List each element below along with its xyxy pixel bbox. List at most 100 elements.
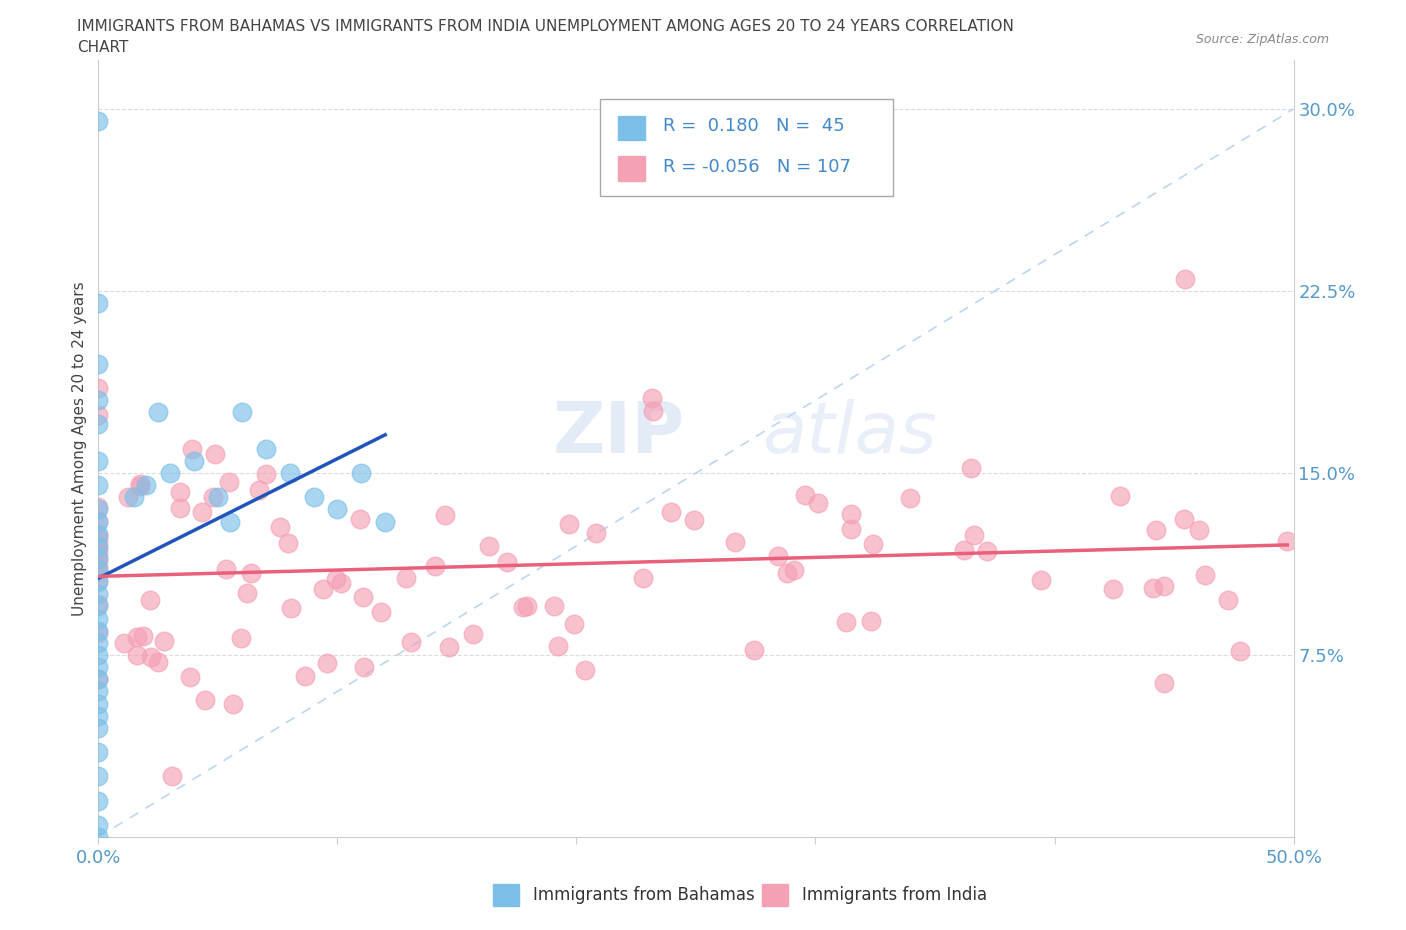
Point [87,540,110,555]
Point [127,647,149,662]
Point [496,554,519,569]
Point [202,489,225,504]
Point [87,478,110,493]
Point [1277,533,1299,548]
Point [1031,572,1053,587]
Bar [619,156,644,180]
Point [1194,567,1216,582]
Point [425,558,447,573]
Point [135,478,157,493]
Point [87,721,110,736]
Point [254,442,277,457]
Point [112,635,135,650]
Bar [762,884,787,906]
Point [543,598,565,613]
Point [793,487,815,502]
Point [87,817,110,832]
Point [512,599,534,614]
Point [169,485,191,500]
Text: ZIP: ZIP [553,399,685,468]
Point [294,668,316,683]
Point [277,536,299,551]
Point [1173,512,1195,526]
Point [316,656,339,671]
Point [191,504,214,519]
Point [280,601,302,616]
Point [87,454,110,469]
Text: IMMIGRANTS FROM BAHAMAS VS IMMIGRANTS FROM INDIA UNEMPLOYMENT AMONG AGES 20 TO 2: IMMIGRANTS FROM BAHAMAS VS IMMIGRANTS FR… [77,19,1014,33]
Bar [619,115,644,140]
Point [585,526,607,541]
Point [87,659,110,674]
Point [87,573,110,588]
Point [557,516,579,531]
Point [1174,272,1197,286]
Point [139,593,162,608]
Point [87,830,110,844]
Point [179,670,201,684]
Point [900,491,922,506]
Point [141,649,163,664]
Point [87,113,110,128]
Point [87,533,110,548]
Point [194,693,217,708]
Point [87,356,110,371]
Point [231,631,253,645]
Point [87,417,110,432]
Point [127,630,149,644]
FancyBboxPatch shape [600,100,893,196]
Text: atlas: atlas [762,399,936,468]
Point [353,659,375,674]
Point [807,496,830,511]
Point [87,625,110,640]
Point [87,551,110,565]
Point [222,696,245,711]
Point [87,408,110,423]
Point [148,405,170,419]
Point [329,576,352,591]
Point [87,587,110,602]
Point [117,490,139,505]
Point [633,571,655,586]
Point [562,617,585,631]
Point [87,635,110,650]
Point [146,654,169,669]
Point [87,599,110,614]
Point [394,571,416,586]
Point [247,482,270,497]
Point [152,633,174,648]
Point [128,477,150,492]
Point [215,562,238,577]
Point [87,696,110,711]
Point [169,500,191,515]
Point [87,623,110,638]
Point [766,549,789,564]
Point [437,640,460,655]
Point [87,575,110,590]
Point [641,404,664,418]
Point [835,615,858,630]
Point [87,684,110,698]
Point [463,627,485,642]
Point [204,446,226,461]
Point [839,506,862,521]
Point [547,638,569,653]
Point [183,454,205,469]
Point [302,490,325,505]
Point [963,527,986,542]
Text: Immigrants from Bahamas: Immigrants from Bahamas [533,886,755,904]
Point [640,391,662,405]
Point [87,745,110,760]
Point [374,514,396,529]
Point [87,671,110,686]
Point [976,544,998,559]
Point [399,634,422,649]
Point [574,662,596,677]
Point [960,460,983,475]
Point [325,571,347,586]
Point [87,546,110,561]
Point [350,466,373,481]
Point [269,520,291,535]
Point [87,296,110,311]
Point [87,647,110,662]
